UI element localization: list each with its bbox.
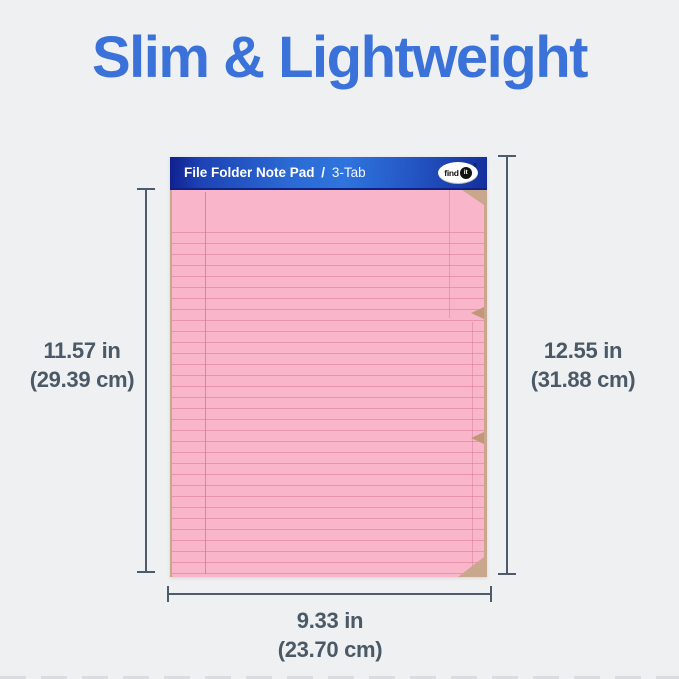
pad-header-label: File Folder Note Pad [184, 165, 315, 180]
page-title: Slim & Lightweight [92, 25, 588, 90]
dimension-inches: 9.33 in [296, 608, 364, 633]
tab-notch-lower [471, 432, 484, 444]
measure-line-right [498, 155, 516, 575]
ruled-lines [172, 222, 484, 575]
dimension-label-width: 9.33 in (23.70 cm) [205, 606, 455, 664]
measure-line-bottom [167, 586, 492, 602]
dimension-cm: (23.70 cm) [277, 637, 383, 662]
brand-logo: find it ® [438, 161, 478, 184]
dimension-inches: 11.57 in [43, 338, 121, 363]
pink-note-sheet [172, 190, 484, 577]
dimension-inches: 12.55 in [543, 338, 623, 363]
measure-cap [167, 586, 169, 602]
dimension-label-height-total: 12.55 in (31.88 cm) [508, 336, 658, 394]
pad-header-separator: / [321, 165, 326, 180]
dimension-cm: (31.88 cm) [530, 367, 636, 392]
measure-line-left [137, 188, 155, 573]
pad-header-tab-count: 3-Tab [331, 165, 366, 180]
kraft-corner-bottom-right [458, 557, 484, 577]
tab-sheet-edge-middle [472, 322, 473, 568]
brand-logo-mark: it [459, 166, 472, 179]
kraft-corner-top-right [462, 190, 484, 205]
margin-line [205, 192, 206, 574]
measure-cap [137, 571, 155, 573]
registered-mark-icon: ® [473, 162, 477, 169]
note-pad: File Folder Note Pad / 3-Tab find it ® [170, 157, 487, 577]
brand-logo-text: find [444, 167, 459, 178]
dimension-label-height-sheet: 11.57 in (29.39 cm) [8, 336, 156, 394]
measure-cap [498, 573, 516, 575]
pad-header-text: File Folder Note Pad / 3-Tab [184, 165, 366, 180]
measure-cap [137, 188, 155, 190]
tab-notch-upper [471, 307, 484, 319]
pad-header-band: File Folder Note Pad / 3-Tab find it ® [170, 157, 487, 190]
cropped-next-section-dashes [0, 676, 679, 679]
measure-cap [498, 155, 516, 157]
dimension-cm: (29.39 cm) [29, 367, 135, 392]
tab-sheet-edge-top [449, 190, 450, 318]
measure-cap [490, 586, 492, 602]
